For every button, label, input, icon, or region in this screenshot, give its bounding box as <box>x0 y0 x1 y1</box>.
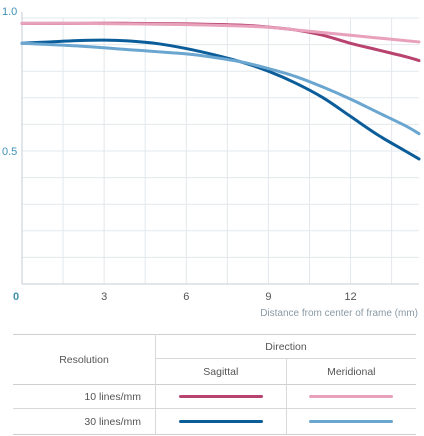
series-line-2 <box>20 21 421 44</box>
legend-col-sagittal: Sagittal <box>155 358 287 385</box>
x-tick-label: 0 <box>13 291 19 303</box>
legend-table: Resolution Direction Sagittal Meridional… <box>13 334 416 435</box>
legend-direction-header: Direction <box>155 334 416 359</box>
y-tick-labels: 0.5 1.0 <box>2 6 17 158</box>
legend-swatch-30-sagittal <box>155 408 287 435</box>
x-axis-label: Distance from center of frame (mm) <box>260 308 418 319</box>
x-tick-label: 9 <box>265 291 271 303</box>
legend-swatch-10-sagittal <box>155 384 287 409</box>
swatch-10-meridional <box>309 395 394 399</box>
swatch-10-sagittal <box>178 395 263 399</box>
legend-col-meridional: Meridional <box>327 365 376 378</box>
x-tick-label: 6 <box>183 291 189 303</box>
chart-grid <box>21 12 419 285</box>
x-tick-label: 3 <box>101 291 107 303</box>
y-tick-label: 0.5 <box>2 146 17 158</box>
series-line-4 <box>20 41 421 136</box>
x-tick-labels: 0 3 6 9 12 <box>13 291 357 303</box>
swatch-30-sagittal <box>178 420 263 424</box>
swatch-30-meridional <box>309 420 394 424</box>
legend-swatch-10-meridional <box>286 384 416 409</box>
legend-swatch-30-meridional <box>286 408 416 435</box>
y-tick-label: 1.0 <box>2 6 17 18</box>
legend-row-header: Resolution <box>13 334 156 385</box>
mtf-chart: 0 3 6 9 12 0.5 1.0 Distance from center of fr… <box>2 6 421 319</box>
legend-row-10lines: 10 lines/mm <box>13 384 156 409</box>
legend-row-30lines: 30 lines/mm <box>13 408 156 435</box>
x-tick-label: 12 <box>344 291 356 303</box>
chart-series-lines <box>20 21 421 161</box>
